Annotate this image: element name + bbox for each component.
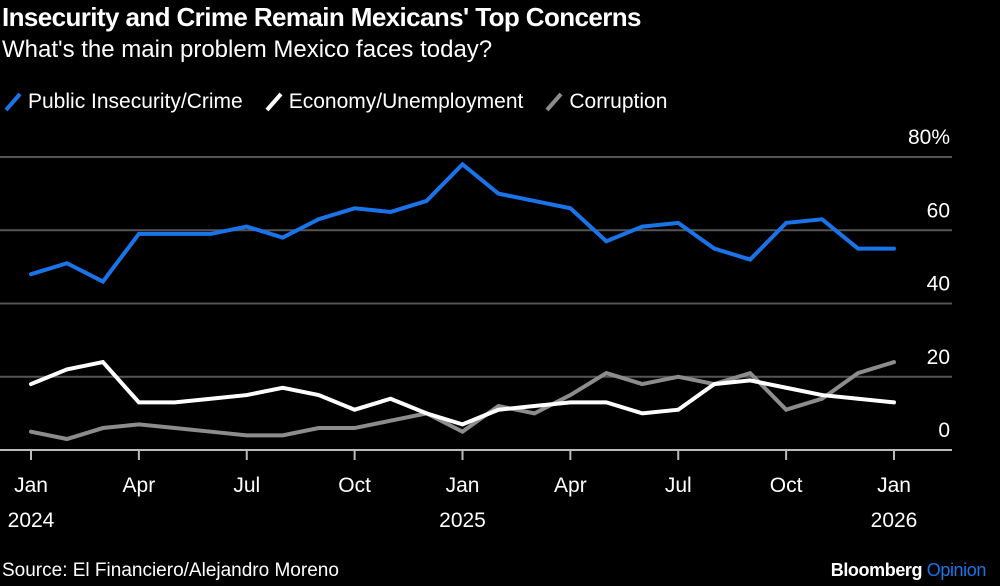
- y-tick-label: 60: [927, 199, 950, 222]
- legend-item-corruption: Corruption: [545, 90, 667, 114]
- y-tick-label: 0: [938, 419, 950, 442]
- series-line: [29, 359, 896, 427]
- chart-subtitle: What's the main problem Mexico faces tod…: [2, 36, 493, 63]
- x-tick-label-month: Oct: [770, 474, 803, 497]
- x-tick-label-month: Jan: [14, 474, 48, 497]
- legend-swatch-corruption-icon: [545, 92, 563, 112]
- series-public-insecurity-crime: [29, 161, 896, 285]
- legend: Public Insecurity/Crime Economy/Unemploy…: [4, 90, 667, 114]
- legend-swatch-crime-icon: [4, 92, 22, 112]
- brand-accent: Opinion: [926, 560, 987, 580]
- series-economy-unemployment: [29, 359, 896, 427]
- x-tick-label-year: 2024: [8, 509, 55, 532]
- brand-logo: Bloomberg Opinion: [830, 560, 987, 581]
- x-tick-label-year: 2025: [439, 509, 486, 532]
- brand-main: Bloomberg: [830, 560, 923, 580]
- y-tick-label: 80%: [908, 126, 950, 149]
- x-tick-label-month: Jul: [233, 474, 260, 497]
- legend-swatch-economy-icon: [265, 92, 283, 112]
- legend-item-crime: Public Insecurity/Crime: [4, 90, 243, 114]
- chart-title: Insecurity and Crime Remain Mexicans' To…: [2, 2, 642, 32]
- legend-label-corruption: Corruption: [569, 90, 668, 113]
- legend-label-crime: Public Insecurity/Crime: [28, 90, 243, 113]
- source-note: Source: El Financiero/Alejandro Moreno: [2, 560, 339, 581]
- x-tick-label-month: Apr: [554, 474, 587, 497]
- legend-item-economy: Economy/Unemployment: [265, 90, 524, 114]
- x-tick-label-month: Jan: [446, 474, 480, 497]
- x-tick-label-month: Jan: [877, 474, 911, 497]
- series-line: [29, 161, 896, 285]
- y-tick-label: 20: [927, 346, 950, 369]
- x-tick-label-month: Apr: [123, 474, 156, 497]
- series-corruption: [29, 360, 896, 442]
- x-tick-label-month: Oct: [338, 474, 371, 497]
- x-tick-label-month: Jul: [665, 474, 692, 497]
- x-tick-label-year: 2026: [871, 509, 918, 532]
- legend-label-economy: Economy/Unemployment: [288, 90, 524, 113]
- y-tick-label: 40: [927, 273, 950, 296]
